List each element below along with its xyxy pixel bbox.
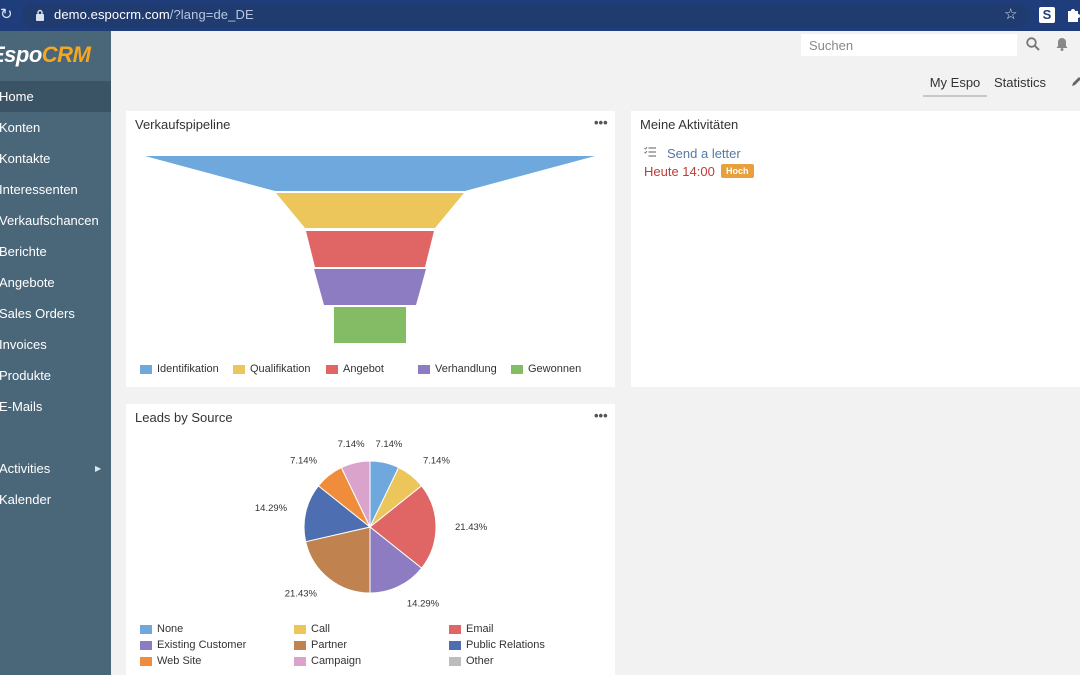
sidebar-item-products[interactable]: Produkte — [0, 368, 52, 383]
pie-data-label: 21.43% — [455, 522, 488, 533]
sidebar-item-calendar[interactable]: Kalender — [0, 492, 52, 507]
funnel-stage-gewonnen — [334, 307, 406, 343]
priority-badge: Hoch — [721, 164, 754, 178]
reload-icon[interactable]: ↻ — [0, 6, 13, 23]
sidebar-item-reports[interactable]: Berichte — [0, 244, 47, 259]
pie-data-label: 7.14% — [423, 456, 450, 467]
bell-icon[interactable] — [1055, 37, 1069, 51]
lock-icon — [36, 9, 44, 21]
sidebar-item-quotes[interactable]: Angebote — [0, 275, 55, 290]
pie-slice-existing-customer — [369, 525, 423, 594]
pie-data-label: 7.14% — [375, 439, 402, 450]
funnel-stage-qualifikation — [276, 193, 464, 228]
sidebar-item-invoices[interactable]: Invoices — [0, 337, 47, 352]
address-bar[interactable] — [22, 3, 1028, 28]
activity-link[interactable]: Send a letter — [667, 146, 741, 161]
pie-chart: 7.14% 7.14% 21.43% 14.29% 21.43% 14.29% 7.14% 7… — [255, 439, 488, 610]
pie-data-label: 21.43% — [285, 588, 318, 599]
tab-my-espo[interactable]: My Espo — [923, 75, 987, 97]
logo-text-accent: CRM — [41, 42, 91, 67]
sidebar-item-contacts[interactable]: Kontakte — [0, 151, 51, 166]
pie-data-label: 7.14% — [338, 439, 365, 450]
address-bar-url[interactable]: demo.espocrm.com/?lang=de_DE — [54, 7, 254, 22]
sidebar-nav: Home Konten Kontakte Interessenten Verka… — [0, 81, 111, 515]
sidebar-item-accounts[interactable]: Konten — [0, 120, 41, 135]
pie-data-label: 14.29% — [255, 503, 288, 514]
extensions-puzzle-icon[interactable] — [1066, 7, 1080, 23]
extension-s-icon[interactable]: S — [1039, 7, 1055, 23]
activity-date: Heute 14:00 — [644, 164, 715, 179]
sidebar: EspoCRM Home Konten Kontakte Interessent… — [0, 31, 111, 675]
funnel-stage-angebot — [306, 231, 434, 267]
sidebar-item-emails[interactable]: E-Mails — [0, 399, 43, 414]
search-icon[interactable] — [1026, 37, 1040, 51]
sidebar-item-home[interactable]: Home — [0, 81, 111, 112]
dashlet-menu-button[interactable]: ••• — [594, 115, 608, 130]
pie-slice-public-relations — [303, 485, 372, 543]
task-list-icon — [644, 146, 656, 157]
dashlet-title: Verkaufspipeline — [135, 117, 231, 132]
espocrm-logo[interactable]: EspoCRM — [0, 40, 111, 70]
chevron-right-icon: ▶ — [95, 464, 102, 473]
funnel-chart — [145, 156, 595, 343]
dashlet-title: Meine Aktivitäten — [640, 117, 739, 132]
dashlet-title: Leads by Source — [135, 410, 233, 425]
sidebar-item-sales-orders[interactable]: Sales Orders — [0, 306, 75, 321]
dashlet-menu-button[interactable]: ••• — [594, 408, 608, 423]
pencil-icon[interactable] — [1070, 76, 1080, 88]
sidebar-item-opportunities[interactable]: Verkaufschancen — [0, 213, 99, 228]
global-search-input[interactable] — [801, 34, 1017, 56]
tab-statistics[interactable]: Statistics — [993, 75, 1046, 90]
pie-data-label: 7.14% — [290, 456, 317, 467]
sidebar-item-leads[interactable]: Interessenten — [0, 182, 78, 197]
pie-slice-email — [369, 485, 437, 569]
dashlet-my-activities: Meine Aktivitäten Send a letter Heute 14… — [631, 111, 1080, 387]
funnel-stage-verhandlung — [314, 269, 426, 305]
sidebar-item-hidden[interactable] — [0, 422, 111, 453]
sidebar-item-activities[interactable]: Activities ▶ — [0, 453, 111, 484]
logo-text-main: Espo — [0, 42, 42, 67]
bookmark-star-icon[interactable]: ☆ — [1004, 6, 1018, 23]
dashlet-leads-by-source: Leads by Source ••• 7.14% 7.14% 21.43% 14.2… — [126, 404, 615, 675]
browser-toolbar: ↻ demo.espocrm.com/?lang=de_DE ☆ S — [0, 0, 1080, 31]
pie-data-label: 14.29% — [407, 599, 440, 610]
funnel-stage-identifikation — [145, 156, 595, 191]
dashlet-sales-pipeline: Verkaufspipeline ••• Identifikation Qual… — [126, 111, 615, 387]
pie-slice-campaign — [340, 460, 371, 528]
pie-slice-partner — [305, 526, 371, 594]
